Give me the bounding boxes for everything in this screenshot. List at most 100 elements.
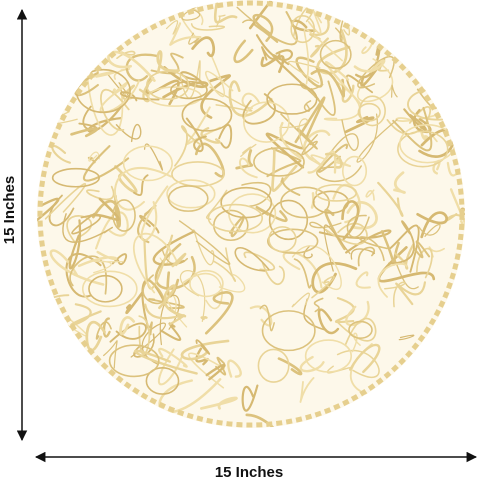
- fiber-strand: [358, 236, 388, 262]
- fiber-strand: [335, 297, 355, 324]
- fiber-loop: [170, 80, 208, 100]
- height-label: 15 Inches: [1, 176, 18, 244]
- woven-placemat: [37, 0, 465, 428]
- fiber-strand: [277, 357, 303, 376]
- fiber-strand: [181, 5, 201, 21]
- fiber-strand: [227, 359, 242, 378]
- fiber-strand: [350, 248, 376, 260]
- fiber-strand: [86, 185, 115, 201]
- fiber-strand: [388, 220, 415, 265]
- fiber-strand: [245, 413, 285, 428]
- fiber-strand: [324, 208, 346, 250]
- fiber-strand: [345, 74, 374, 94]
- fiber-strand: [218, 123, 233, 149]
- fiber-strand: [122, 84, 135, 100]
- fiber-strand: [303, 28, 344, 85]
- fiber-strand: [169, 22, 202, 46]
- fiber-strand: [93, 260, 124, 274]
- fiber-loop: [51, 167, 100, 188]
- fiber-strand: [115, 123, 142, 143]
- fiber-strand: [200, 74, 231, 119]
- fiber-strand: [95, 321, 112, 340]
- fiber-strand: [325, 222, 368, 245]
- fiber-loop: [315, 183, 358, 202]
- fiber-strand: [103, 340, 118, 369]
- fiber-loop: [75, 68, 131, 114]
- fiber-strand: [111, 253, 128, 266]
- fiber-strand: [307, 150, 337, 174]
- fiber-strand: [156, 50, 181, 74]
- fiber-strand: [413, 240, 431, 259]
- fiber-strand: [182, 273, 223, 310]
- fiber-strand: [392, 106, 433, 152]
- fiber-loop: [220, 186, 273, 219]
- fiber-strand: [446, 149, 465, 177]
- fiber-strand: [415, 247, 433, 279]
- fiber-strand: [308, 154, 327, 167]
- fiber-strand: [213, 0, 238, 24]
- fiber-strand: [384, 281, 406, 308]
- fiber-loop: [88, 274, 123, 303]
- fiber-loop: [257, 348, 290, 383]
- fiber-strand: [171, 252, 187, 268]
- fiber-strand: [271, 147, 298, 192]
- fiber-loop: [145, 70, 190, 101]
- fiber-strand: [252, 14, 274, 42]
- fiber-strand: [150, 52, 184, 75]
- fiber-strand: [229, 215, 245, 238]
- fiber-loop: [290, 14, 316, 44]
- fiber-loop: [207, 203, 263, 233]
- fiber-strand: [191, 36, 215, 57]
- width-label: 15 Inches: [215, 464, 283, 481]
- fiber-strand: [310, 69, 346, 98]
- fiber-loop: [268, 199, 309, 241]
- fiber-strand: [311, 275, 335, 299]
- fiber-loop: [280, 186, 330, 219]
- fiber-strand: [324, 61, 362, 105]
- fiber-strand: [377, 262, 408, 298]
- fiber-loop: [112, 199, 136, 232]
- fiber-strand: [133, 232, 178, 294]
- fiber-strand: [303, 245, 313, 259]
- fiber-loop: [145, 367, 180, 395]
- fiber-strand: [87, 96, 129, 133]
- fiber-strand: [316, 165, 362, 182]
- fiber-strand: [165, 20, 181, 35]
- fiber-strand: [294, 96, 326, 144]
- fiber-strand: [179, 270, 206, 323]
- fiber-strand: [449, 188, 465, 241]
- fiber-loop: [348, 320, 373, 339]
- fiber-strand: [418, 223, 441, 237]
- fiber-loop: [397, 130, 449, 168]
- fiber-strand: [330, 119, 359, 153]
- fiber-strand: [398, 334, 415, 341]
- fiber-loop: [357, 102, 381, 122]
- fiber-loop: [171, 161, 225, 187]
- fiber-loop: [243, 101, 290, 143]
- fiber-strand: [114, 167, 173, 211]
- fiber-strand: [85, 320, 106, 352]
- fiber-strand: [255, 34, 293, 61]
- fiber-strand: [125, 291, 144, 315]
- fiber-strand: [240, 143, 257, 158]
- fiber-loop: [122, 145, 173, 182]
- fiber-strand: [70, 127, 99, 138]
- fiber-strand: [390, 84, 398, 98]
- fiber-strand: [44, 183, 87, 220]
- fiber-strand: [188, 352, 225, 389]
- fiber-strand: [394, 243, 415, 270]
- fiber-strand: [180, 71, 202, 83]
- fiber-loop: [261, 310, 316, 352]
- fiber-strand: [233, 39, 254, 63]
- fiber-strand: [311, 261, 358, 294]
- fiber-loop: [341, 155, 368, 187]
- fiber-strand: [254, 11, 298, 46]
- fiber-strand: [265, 132, 305, 169]
- fiber-strand: [249, 305, 273, 327]
- fiber-strand: [303, 129, 331, 161]
- fiber-strand: [291, 245, 342, 291]
- fiber-strand: [119, 316, 136, 336]
- fiber-strand: [194, 142, 225, 178]
- fiber-strand: [158, 347, 188, 368]
